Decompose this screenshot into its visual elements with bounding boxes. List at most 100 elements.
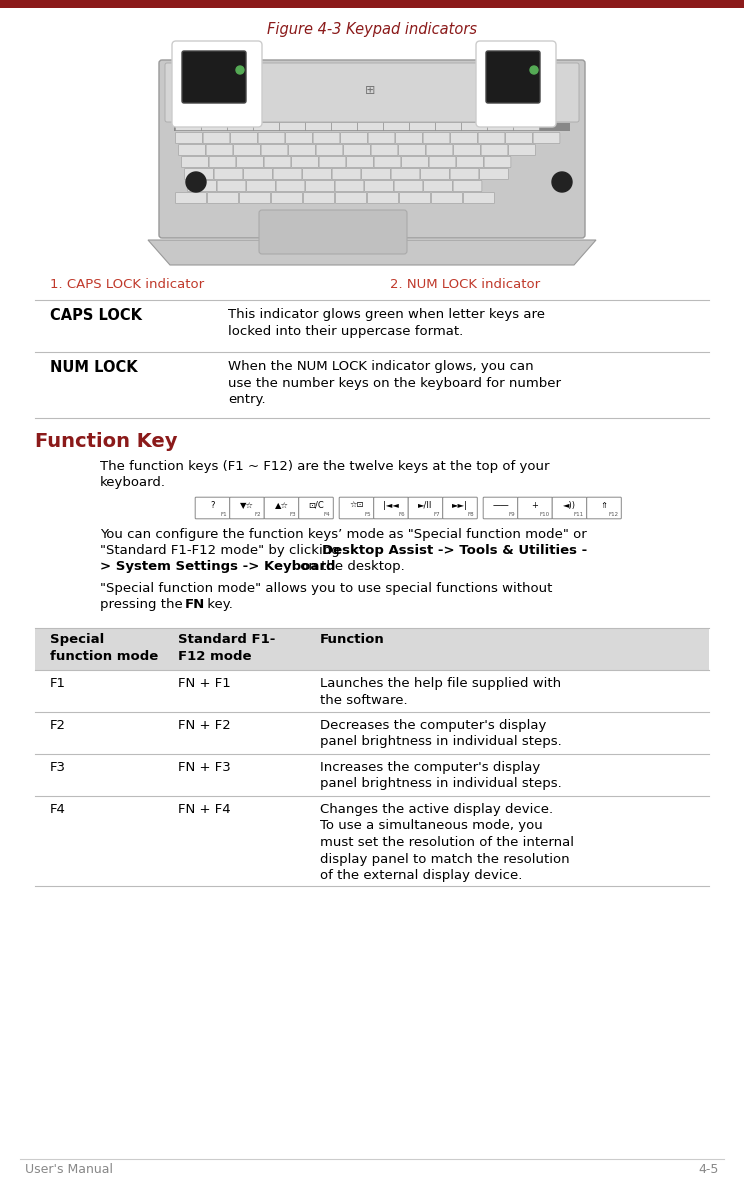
Text: The function keys (F1 ~ F12) are the twelve keys at the top of your: The function keys (F1 ~ F12) are the twe… [100,460,550,473]
FancyBboxPatch shape [426,145,453,156]
Text: F10: F10 [539,512,550,518]
Text: ◄)): ◄)) [563,501,576,511]
FancyBboxPatch shape [208,192,238,204]
FancyBboxPatch shape [304,192,334,204]
FancyBboxPatch shape [533,132,560,144]
FancyBboxPatch shape [228,123,254,131]
FancyBboxPatch shape [240,192,270,204]
FancyBboxPatch shape [483,498,518,519]
FancyBboxPatch shape [400,192,430,204]
FancyBboxPatch shape [457,157,484,167]
FancyBboxPatch shape [182,51,246,103]
FancyBboxPatch shape [209,157,236,167]
Circle shape [186,172,206,192]
FancyBboxPatch shape [402,157,429,167]
FancyBboxPatch shape [182,157,208,167]
FancyBboxPatch shape [396,132,423,144]
Text: 2: 2 [559,177,565,187]
Text: F9: F9 [508,512,515,518]
FancyBboxPatch shape [486,51,540,103]
Bar [0,0,744,8]
FancyBboxPatch shape [362,169,391,179]
FancyBboxPatch shape [214,169,243,179]
Text: Function: Function [320,633,385,646]
FancyBboxPatch shape [423,180,452,191]
FancyBboxPatch shape [289,145,315,156]
Text: FN: FN [185,598,205,611]
Text: F11: F11 [574,512,584,518]
FancyBboxPatch shape [292,157,318,167]
FancyBboxPatch shape [423,132,450,144]
FancyBboxPatch shape [273,169,302,179]
FancyBboxPatch shape [432,192,463,204]
FancyBboxPatch shape [313,132,340,144]
Text: F2: F2 [50,719,66,732]
FancyBboxPatch shape [280,123,305,131]
Text: "Special function mode" allows you to use special functions without: "Special function mode" allows you to us… [100,582,552,595]
FancyBboxPatch shape [316,145,343,156]
FancyBboxPatch shape [478,132,505,144]
FancyBboxPatch shape [481,145,508,156]
Text: 1: 1 [193,177,199,187]
Text: F6: F6 [399,512,405,518]
FancyBboxPatch shape [172,41,262,127]
FancyBboxPatch shape [344,145,371,156]
FancyBboxPatch shape [509,145,536,156]
Text: ►/II: ►/II [418,501,433,511]
Text: FN + F4: FN + F4 [178,803,231,816]
FancyBboxPatch shape [306,123,331,131]
Text: F3: F3 [289,512,296,518]
FancyBboxPatch shape [368,192,398,204]
Text: F7: F7 [433,512,440,518]
Text: CAPS LOCK: CAPS LOCK [50,308,142,323]
FancyBboxPatch shape [230,498,264,519]
FancyBboxPatch shape [336,192,366,204]
Text: Special
function mode: Special function mode [50,633,158,663]
Text: ?: ? [211,501,215,511]
FancyBboxPatch shape [408,498,443,519]
Text: You can configure the function keys’ mode as "Special function mode" or: You can configure the function keys’ mod… [100,528,587,541]
FancyBboxPatch shape [373,498,408,519]
Text: F8: F8 [468,512,475,518]
Text: Standard F1-
F12 mode: Standard F1- F12 mode [178,633,275,663]
FancyBboxPatch shape [341,132,368,144]
FancyBboxPatch shape [347,157,373,167]
FancyBboxPatch shape [272,192,302,204]
Bar [35,628,709,670]
FancyBboxPatch shape [187,180,217,191]
FancyBboxPatch shape [237,157,263,167]
Text: F1: F1 [50,677,66,690]
Text: User's Manual: User's Manual [25,1162,113,1175]
Text: NUM: NUM [500,67,525,77]
Circle shape [530,66,538,74]
FancyBboxPatch shape [303,169,331,179]
FancyBboxPatch shape [391,169,420,179]
FancyBboxPatch shape [264,157,291,167]
Text: F1: F1 [220,512,227,518]
FancyBboxPatch shape [159,60,585,238]
FancyBboxPatch shape [203,132,230,144]
Bar [174,123,570,131]
FancyBboxPatch shape [195,498,230,519]
Text: FN + F1: FN + F1 [178,677,231,690]
FancyBboxPatch shape [259,210,407,253]
FancyBboxPatch shape [552,498,587,519]
FancyBboxPatch shape [176,192,206,204]
Text: F4: F4 [324,512,330,518]
FancyBboxPatch shape [374,157,401,167]
Text: "Standard F1-F12 mode" by clicking: "Standard F1-F12 mode" by clicking [100,544,344,556]
Text: LOCK: LOCK [202,81,231,91]
FancyBboxPatch shape [335,180,364,191]
FancyBboxPatch shape [179,145,205,156]
Text: Desktop Assist -> Tools & Utilities -: Desktop Assist -> Tools & Utilities - [322,544,587,556]
FancyBboxPatch shape [506,132,533,144]
Text: ⇑: ⇑ [600,501,608,511]
Text: ►►|: ►►| [452,501,468,511]
FancyBboxPatch shape [286,132,312,144]
FancyBboxPatch shape [319,157,346,167]
FancyBboxPatch shape [206,145,233,156]
FancyBboxPatch shape [176,132,202,144]
FancyBboxPatch shape [339,498,373,519]
Text: on the desktop.: on the desktop. [296,560,405,573]
FancyBboxPatch shape [513,123,539,131]
